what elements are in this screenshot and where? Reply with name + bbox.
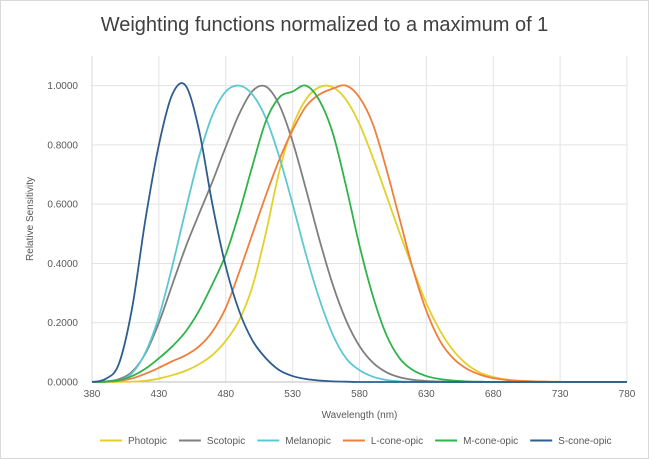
y-axis-label: Relative Sensitivity [25,177,36,261]
series-lines [91,82,628,383]
x-tick-label: 430 [151,389,168,400]
legend-label: L-cone-opic [371,436,423,447]
y-tick-label: 0.6000 [47,200,78,211]
x-tick-label: 530 [284,389,301,400]
series-line-photopic [91,84,628,383]
y-tick-label: 1.0000 [47,81,78,92]
legend-label: Melanopic [285,436,331,447]
x-tick-label: 480 [217,389,234,400]
legend-item-m-cone-opic: M-cone-opic [435,436,518,447]
x-tick-label: 780 [619,389,636,400]
legend-label: Photopic [128,436,167,447]
legend-item-s-cone-opic: S-cone-opic [530,436,612,447]
legend-item-l-cone-opic: L-cone-opic [342,436,423,447]
y-tick-label: 0.8000 [47,140,78,151]
x-tick-label: 630 [418,389,435,400]
x-axis-label: Wavelength (nm) [322,410,398,421]
y-tick-label: 0.4000 [47,259,78,270]
x-tick-label: 730 [552,389,569,400]
legend-item-scotopic: Scotopic [178,436,245,447]
y-tick-label: 0.2000 [47,318,78,329]
legend-item-melanopic: Melanopic [257,436,331,447]
chart-title: Weighting functions normalized to a maxi… [100,14,549,36]
grid-lines [92,56,628,382]
tick-labels: 0.0000 0.2000 0.4000 0.6000 0.8000 1.0000 380 4… [47,81,635,400]
legend-label: Scotopic [207,436,245,447]
legend: Photopic Scotopic Melanopic L-cone-opic M-co… [100,436,612,447]
x-tick-label: 380 [84,389,101,400]
series-line-s-cone-opic [91,82,627,383]
legend-label: M-cone-opic [463,436,518,447]
x-tick-label: 580 [351,389,368,400]
x-tick-label: 680 [485,389,502,400]
series-line-l-cone-opic [91,84,628,383]
legend-label: S-cone-opic [558,436,611,447]
legend-item-photopic: Photopic [100,436,167,447]
y-tick-label: 0.0000 [47,378,78,389]
